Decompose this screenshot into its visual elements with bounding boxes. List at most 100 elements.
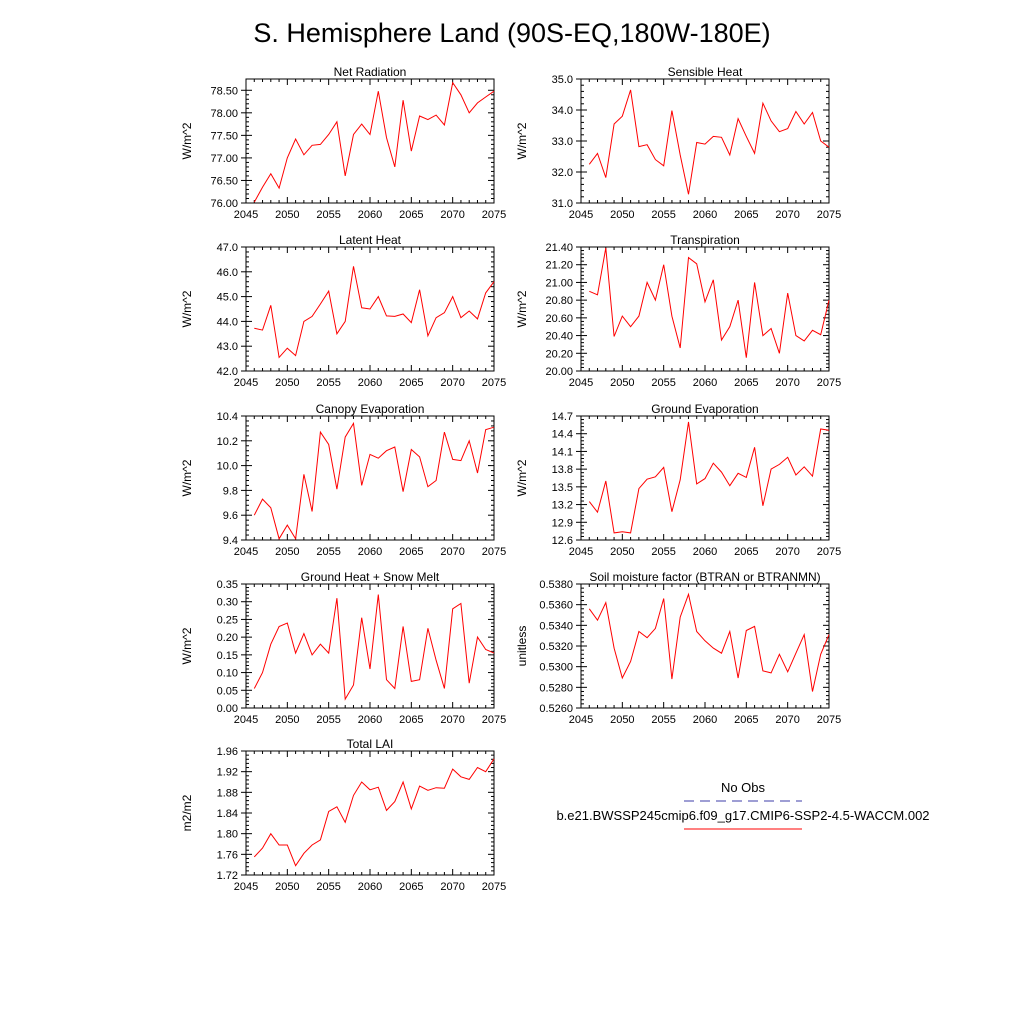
x-tick-label: 2055 <box>316 209 340 221</box>
plot-frame <box>245 583 495 709</box>
y-tick-label: 20.00 <box>545 366 573 378</box>
y-tick-label: 33.0 <box>552 136 573 148</box>
series-line <box>253 594 495 701</box>
x-tick-label: 2055 <box>316 714 340 726</box>
x-tick-label: 2070 <box>440 546 464 558</box>
legend: No Obs b.e21.BWSSP245cmip6.f09_g17.CMIP6-… <box>556 780 930 830</box>
y-tick-label: 46.0 <box>217 267 238 279</box>
series-line <box>253 758 495 867</box>
y-tick-label: 9.4 <box>223 535 238 547</box>
x-tick-label: 2075 <box>817 377 841 389</box>
y-tick-label: 0.10 <box>217 668 238 680</box>
x-tick-label: 2075 <box>482 881 506 893</box>
y-tick-label: 1.84 <box>217 808 238 820</box>
plot-frame <box>580 583 830 709</box>
panel-title: Total LAI <box>347 737 394 751</box>
y-axis-label: W/m^2 <box>180 122 194 159</box>
x-tick-label: 2070 <box>440 714 464 726</box>
panel-title: Ground Heat + Snow Melt <box>301 570 440 584</box>
y-tick-label: 0.20 <box>217 632 238 644</box>
x-tick-label: 2075 <box>482 209 506 221</box>
y-tick-label: 1.92 <box>217 767 238 779</box>
x-tick-label: 2055 <box>651 714 675 726</box>
y-tick-label: 13.5 <box>552 482 573 494</box>
x-tick-label: 2045 <box>569 377 593 389</box>
x-tick-label: 2055 <box>316 881 340 893</box>
y-tick-label: 1.88 <box>217 787 238 799</box>
x-tick-label: 2045 <box>569 714 593 726</box>
y-tick-label: 0.00 <box>217 703 238 715</box>
x-tick-label: 2070 <box>440 209 464 221</box>
y-tick-label: 13.8 <box>552 464 573 476</box>
y-tick-label: 21.00 <box>545 277 573 289</box>
y-tick-label: 45.0 <box>217 292 238 304</box>
x-tick-label: 2050 <box>275 714 299 726</box>
y-tick-label: 13.2 <box>552 500 573 512</box>
x-tick-label: 2065 <box>734 714 758 726</box>
x-tick-label: 2070 <box>440 377 464 389</box>
y-tick-label: 78.00 <box>210 108 238 120</box>
panel-ground-heat-snow-melt: Ground Heat + Snow Melt W/m^2 2045 2050 2055… <box>180 570 506 726</box>
y-tick-label: 77.50 <box>210 130 238 142</box>
y-axis-label: W/m^2 <box>180 290 194 327</box>
x-tick-label: 2050 <box>275 209 299 221</box>
x-tick-label: 2050 <box>610 714 634 726</box>
x-tick-label: 2060 <box>693 546 717 558</box>
x-tick-label: 2060 <box>358 209 382 221</box>
x-tick-label: 2060 <box>358 714 382 726</box>
x-tick-label: 2060 <box>693 714 717 726</box>
legend-label-obs: No Obs <box>721 780 766 795</box>
x-tick-label: 2065 <box>399 209 423 221</box>
plot-frame <box>580 246 830 372</box>
panel-title: Ground Evaporation <box>651 402 758 416</box>
x-tick-label: 2050 <box>275 881 299 893</box>
x-tick-label: 2050 <box>610 209 634 221</box>
y-tick-label: 0.05 <box>217 685 238 697</box>
x-tick-label: 2045 <box>569 209 593 221</box>
legend-label-model: b.e21.BWSSP245cmip6.f09_g17.CMIP6-SSP2-4… <box>556 808 929 823</box>
y-tick-label: 0.5280 <box>539 682 573 694</box>
x-tick-label: 2045 <box>234 546 258 558</box>
y-axis-label: W/m^2 <box>180 627 194 664</box>
x-tick-label: 2045 <box>234 377 258 389</box>
y-tick-label: 0.5300 <box>539 662 573 674</box>
y-tick-label: 1.72 <box>217 870 238 882</box>
y-tick-label: 0.35 <box>217 579 238 591</box>
y-tick-label: 12.6 <box>552 535 573 547</box>
y-tick-label: 1.76 <box>217 849 238 861</box>
y-tick-label: 0.25 <box>217 614 238 626</box>
x-tick-label: 2065 <box>399 546 423 558</box>
panel-transpiration: Transpiration W/m^2 2045 2050 2055 2060 2065 20… <box>515 233 841 389</box>
y-axis-label: W/m^2 <box>515 290 529 327</box>
y-tick-label: 9.6 <box>223 510 238 522</box>
series-line <box>588 421 830 534</box>
y-tick-label: 76.50 <box>210 175 238 187</box>
x-tick-label: 2050 <box>610 377 634 389</box>
y-tick-label: 76.00 <box>210 198 238 210</box>
y-tick-label: 31.0 <box>552 198 573 210</box>
y-tick-label: 0.15 <box>217 650 238 662</box>
figure-title: S. Hemisphere Land (90S-EQ,180W-180E) <box>253 18 770 48</box>
plot-frame <box>245 78 495 204</box>
x-tick-label: 2060 <box>693 209 717 221</box>
y-tick-label: 0.5340 <box>539 620 573 632</box>
panels: Net Radiation W/m^2 2045 2050 2055 2060 2065 20… <box>180 65 841 893</box>
panel-canopy-evaporation: Canopy Evaporation W/m^2 2045 2050 2055 2060 2… <box>180 402 506 558</box>
y-tick-label: 20.60 <box>545 313 573 325</box>
y-axis-label: W/m^2 <box>515 122 529 159</box>
y-tick-label: 42.0 <box>217 366 238 378</box>
x-tick-label: 2065 <box>734 546 758 558</box>
x-tick-label: 2055 <box>651 209 675 221</box>
y-tick-label: 10.2 <box>217 436 238 448</box>
y-tick-label: 0.5320 <box>539 641 573 653</box>
panel-net-radiation: Net Radiation W/m^2 2045 2050 2055 2060 2065 20… <box>180 65 506 221</box>
panel-sensible-heat: Sensible Heat W/m^2 2045 2050 2055 2060 2065 20… <box>515 65 841 221</box>
y-tick-label: 1.96 <box>217 746 238 758</box>
x-tick-label: 2070 <box>775 546 799 558</box>
x-tick-label: 2065 <box>734 209 758 221</box>
y-tick-label: 9.8 <box>223 485 238 497</box>
plot-frame <box>245 415 495 541</box>
y-tick-label: 20.20 <box>545 348 573 360</box>
series-line <box>588 89 830 195</box>
